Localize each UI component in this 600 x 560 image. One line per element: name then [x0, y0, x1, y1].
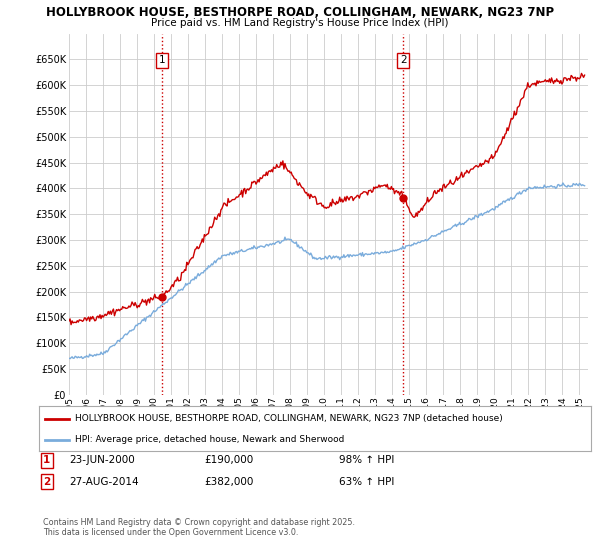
Text: HOLLYBROOK HOUSE, BESTHORPE ROAD, COLLINGHAM, NEWARK, NG23 7NP: HOLLYBROOK HOUSE, BESTHORPE ROAD, COLLIN… [46, 6, 554, 18]
Text: 98% ↑ HPI: 98% ↑ HPI [339, 455, 394, 465]
Text: 1: 1 [43, 455, 50, 465]
Text: Contains HM Land Registry data © Crown copyright and database right 2025.
This d: Contains HM Land Registry data © Crown c… [43, 518, 355, 538]
Text: Price paid vs. HM Land Registry's House Price Index (HPI): Price paid vs. HM Land Registry's House … [151, 18, 449, 28]
Text: 1: 1 [159, 55, 166, 66]
Text: £190,000: £190,000 [204, 455, 253, 465]
Text: 27-AUG-2014: 27-AUG-2014 [69, 477, 139, 487]
Text: 2: 2 [400, 55, 407, 66]
Text: 2: 2 [43, 477, 50, 487]
Text: 63% ↑ HPI: 63% ↑ HPI [339, 477, 394, 487]
Text: HOLLYBROOK HOUSE, BESTHORPE ROAD, COLLINGHAM, NEWARK, NG23 7NP (detached house): HOLLYBROOK HOUSE, BESTHORPE ROAD, COLLIN… [75, 414, 503, 423]
Text: HPI: Average price, detached house, Newark and Sherwood: HPI: Average price, detached house, Newa… [75, 435, 344, 444]
Text: 23-JUN-2000: 23-JUN-2000 [69, 455, 135, 465]
Text: £382,000: £382,000 [204, 477, 253, 487]
